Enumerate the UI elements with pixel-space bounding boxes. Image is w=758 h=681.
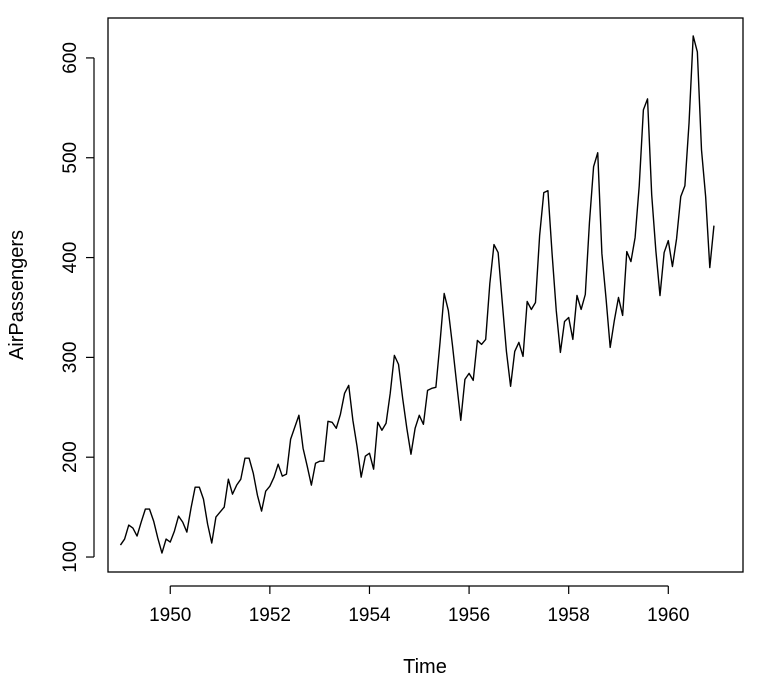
x-axis: 1950 1952 1954 1956 1958 1960: [149, 585, 689, 626]
plot-frame: [107, 17, 744, 573]
y-axis-title: AirPassengers: [6, 230, 28, 360]
y-tick-label: 200: [60, 441, 81, 473]
y-tick-label: 400: [60, 242, 81, 274]
series-line-airpassengers: [119, 35, 715, 554]
x-tick-label: 1952: [249, 605, 291, 626]
y-tick-label: 500: [60, 142, 81, 174]
x-tick-label: 1958: [548, 605, 590, 626]
x-tick-label: 1960: [647, 605, 689, 626]
x-axis-title: Time: [403, 656, 447, 678]
y-tick-label: 300: [60, 342, 81, 374]
x-tick-label: 1954: [348, 605, 391, 626]
y-axis: 100 200 300 400 500 600: [60, 42, 95, 573]
x-tick-label: 1950: [149, 605, 191, 626]
x-tick-label: 1956: [448, 605, 490, 626]
y-tick-label: 100: [60, 541, 81, 573]
y-tick-label: 600: [60, 42, 81, 74]
